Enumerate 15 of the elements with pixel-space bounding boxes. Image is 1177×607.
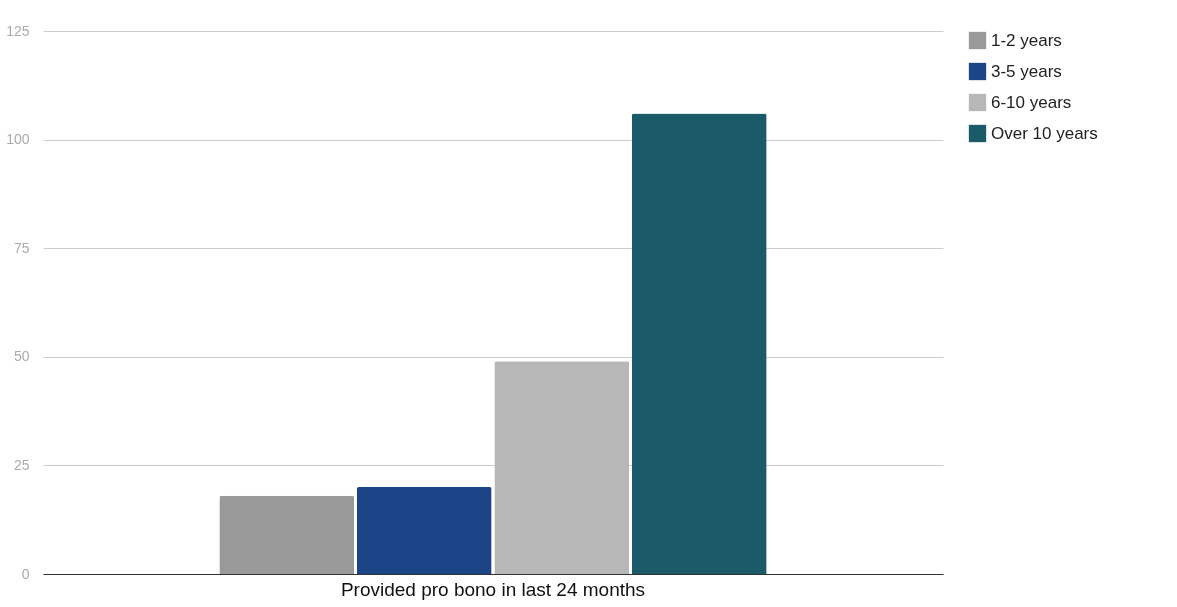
legend-label: Over 10 years	[991, 123, 1098, 143]
y-tick-label: 25	[13, 456, 30, 473]
legend-label: 3-5 years	[991, 61, 1062, 81]
bar	[631, 113, 767, 574]
bar	[494, 361, 630, 574]
y-tick-label: 125	[6, 22, 30, 39]
x-tick-label: Provided pro bono in last 24 months	[340, 578, 646, 600]
y-tick-label: 75	[13, 239, 30, 256]
bar	[356, 487, 492, 574]
y-tick-label: 50	[13, 348, 30, 365]
legend-label: 1-2 years	[991, 30, 1062, 50]
legend-label: 6-10 years	[991, 92, 1072, 112]
y-tick-label: 100	[6, 131, 30, 148]
bar	[219, 495, 355, 574]
y-tick-label: 0	[21, 565, 30, 582]
